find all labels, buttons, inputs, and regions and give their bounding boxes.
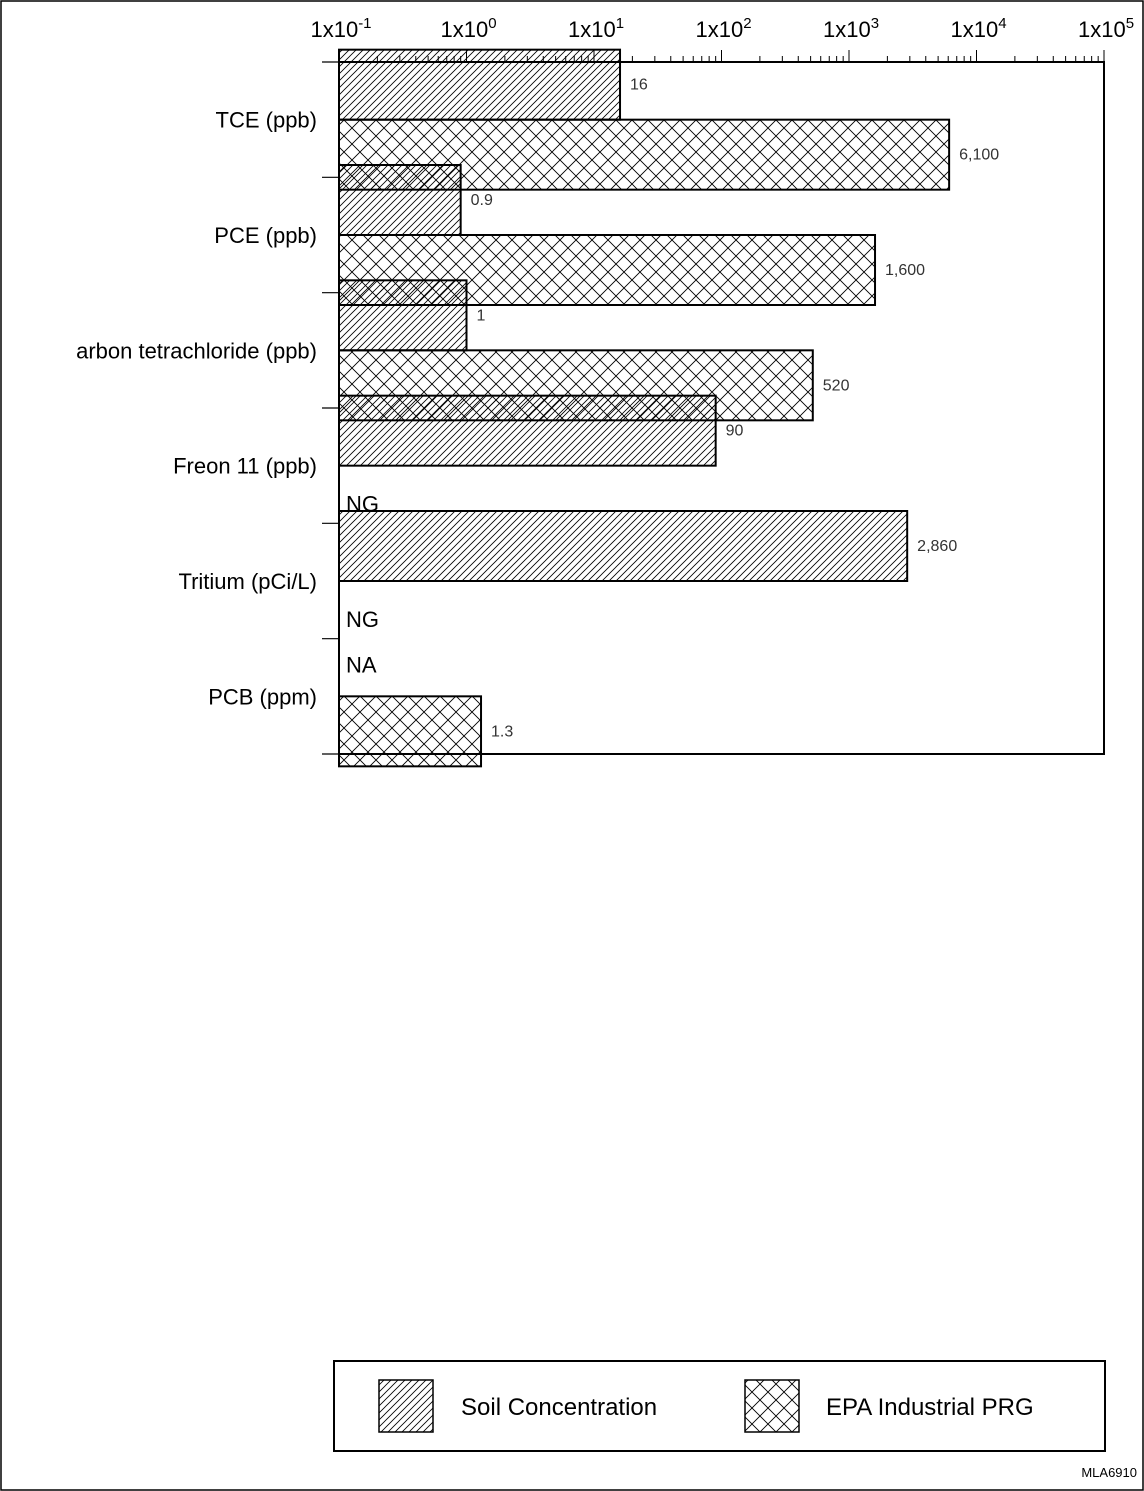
x-tick-label: 1x105: [1078, 15, 1134, 42]
value-labels: 16 6,100 0.9 1,600 1 520 90 NG 2,860 NG NA 1.3: [346, 77, 999, 741]
bar: [338, 695, 483, 768]
value-label: 1,600: [885, 262, 925, 279]
value-label: 520: [823, 377, 850, 394]
legend: Soil Concentration EPA Industrial PRG: [333, 1360, 1106, 1452]
legend-label-soil: Soil Concentration: [461, 1394, 657, 1421]
missing-value-label: NG: [346, 607, 379, 632]
legend-swatch-soil: [378, 1379, 434, 1433]
y-axis-ticks: [322, 61, 339, 755]
value-label: 1: [477, 307, 486, 324]
value-label: 6,100: [959, 147, 999, 164]
bars: [338, 48, 951, 768]
bar: [338, 279, 468, 352]
x-tick-label: 1x10-1: [310, 15, 371, 42]
value-label: 16: [630, 77, 648, 94]
value-label: 2,860: [917, 538, 957, 555]
bar: [338, 164, 462, 236]
legend-swatch-prg: [744, 1379, 800, 1433]
value-label: 1.3: [491, 723, 513, 740]
category-label: PCB (ppm): [208, 684, 317, 709]
x-tick-label: 1x101: [568, 15, 624, 42]
figure-code: MLA6910: [1081, 1465, 1137, 1480]
category-label: PCE (ppb): [214, 223, 317, 248]
x-tick-label: 1x102: [695, 15, 751, 42]
category-label: Freon 11 (ppb): [173, 454, 317, 479]
value-label: 0.9: [471, 192, 493, 209]
missing-value-label: NA: [346, 652, 377, 677]
category-label: arbon tetrachloride (ppb): [76, 338, 317, 363]
missing-value-label: NG: [346, 492, 379, 517]
x-tick-label: 1x104: [950, 15, 1006, 42]
category-labels: TCE (ppb) PCE (ppb) arbon tetrachloride (p…: [76, 108, 317, 710]
bar: [338, 394, 717, 467]
bar: [338, 48, 622, 121]
legend-box: [333, 1360, 1106, 1452]
legend-label-prg: EPA Industrial PRG: [826, 1394, 1034, 1421]
category-label: Tritium (pCi/L): [178, 569, 317, 594]
bar: [338, 510, 909, 582]
x-axis-tick-labels: 1x10-1 1x100 1x101 1x102 1x103 1x104 1x105: [310, 15, 1134, 42]
category-label: TCE (ppb): [216, 108, 317, 133]
x-tick-label: 1x100: [440, 15, 496, 42]
value-label: 90: [726, 423, 744, 440]
x-tick-label: 1x103: [823, 15, 879, 42]
plot-frame: [338, 61, 1105, 755]
